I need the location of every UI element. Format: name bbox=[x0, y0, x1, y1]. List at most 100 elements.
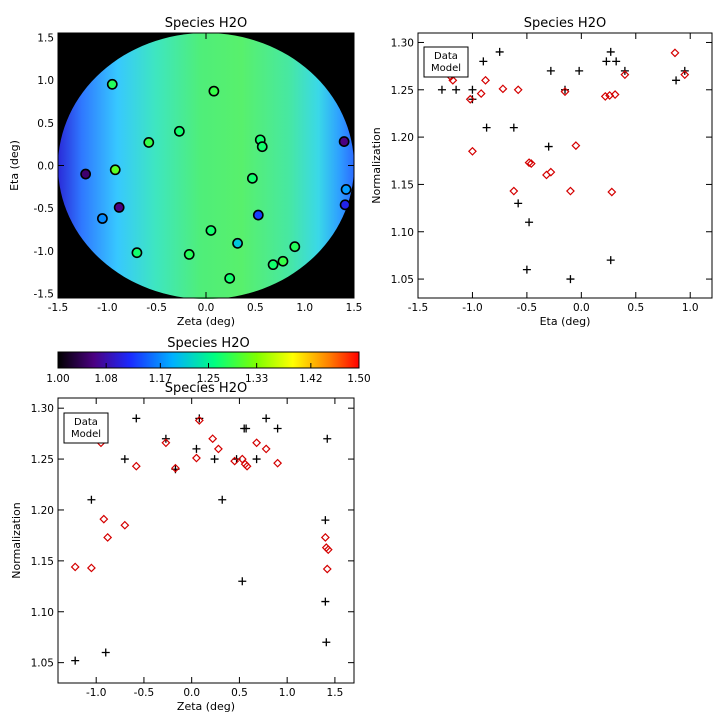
colorbar-tick-label: 1.50 bbox=[347, 373, 370, 385]
model-point bbox=[103, 532, 113, 542]
data-point bbox=[495, 47, 504, 56]
sample-point bbox=[208, 85, 220, 97]
model-point bbox=[467, 146, 477, 156]
data-point bbox=[87, 495, 96, 504]
model-point bbox=[323, 545, 333, 555]
data-point bbox=[437, 85, 446, 94]
x-tick-label: -0.5 bbox=[146, 302, 167, 314]
y-tick-label: 1.05 bbox=[31, 658, 54, 670]
x-tick-label: 0.0 bbox=[183, 687, 200, 699]
model-point bbox=[161, 438, 171, 448]
data-point bbox=[242, 424, 251, 433]
model-point bbox=[192, 453, 201, 463]
model-point bbox=[670, 48, 680, 58]
y-tick-label: -1.0 bbox=[34, 246, 55, 258]
data-point bbox=[544, 142, 553, 151]
model-point bbox=[120, 520, 130, 530]
model-point bbox=[571, 141, 581, 151]
model-point bbox=[448, 75, 458, 85]
y-tick-label: 1.10 bbox=[391, 227, 414, 239]
colorbar-tick-label: 1.25 bbox=[197, 373, 220, 385]
x-tick-label: 1.0 bbox=[279, 687, 296, 699]
y-tick-label: 1.30 bbox=[391, 37, 414, 49]
model-point bbox=[565, 186, 575, 196]
model-point bbox=[242, 461, 252, 471]
x-tick-label: 1.0 bbox=[296, 302, 313, 314]
data-point bbox=[672, 76, 681, 85]
y-tick-label: 1.0 bbox=[37, 75, 54, 87]
data-point bbox=[132, 414, 141, 423]
model-point bbox=[86, 563, 96, 573]
x-tick-label: 1.5 bbox=[346, 302, 363, 314]
sample-point bbox=[109, 164, 121, 176]
data-point bbox=[606, 256, 615, 265]
legend-box bbox=[423, 46, 469, 78]
sample-point bbox=[232, 237, 243, 249]
sample-point bbox=[256, 141, 268, 153]
model-point bbox=[476, 89, 486, 99]
model-point bbox=[261, 444, 271, 454]
legend-model-label: Model bbox=[71, 429, 101, 440]
chart-title: Species H2O bbox=[524, 16, 606, 31]
x-tick-label: -1.5 bbox=[48, 302, 69, 314]
colorbar-tick-label: 1.17 bbox=[149, 373, 172, 385]
data-point bbox=[575, 66, 584, 75]
x-tick-label: 0.5 bbox=[231, 687, 248, 699]
sample-point bbox=[205, 225, 217, 236]
scatter-eta-panel: Species H2O -1.5 -1.0 -0.5 0.0 0.5 1.0 1.05 1.10… bbox=[370, 16, 713, 328]
data-point bbox=[192, 444, 201, 453]
model-point bbox=[524, 158, 534, 168]
colorbar-tick-label: 1.42 bbox=[299, 373, 322, 385]
chart-title: Species H2O bbox=[165, 16, 247, 31]
y-tick-label: 1.20 bbox=[391, 132, 414, 144]
x-tick-label: 0.5 bbox=[627, 302, 644, 314]
data-point bbox=[252, 455, 261, 464]
data-point bbox=[452, 85, 461, 94]
y-axis-label: Eta (deg) bbox=[8, 140, 21, 191]
x-tick-label: -1.0 bbox=[462, 302, 483, 314]
heatmap-panel: Species H2O -1.5 -1.0 -0.5 0.0 0.5 1.0 1.5 -1.5 -… bbox=[8, 16, 362, 328]
y-tick-label: -1.5 bbox=[34, 289, 55, 301]
data-point bbox=[509, 123, 518, 132]
model-point bbox=[498, 84, 508, 94]
data-point bbox=[525, 218, 534, 227]
x-tick-label: 0.5 bbox=[247, 302, 264, 314]
data-point bbox=[468, 95, 477, 104]
heatmap-disk bbox=[58, 33, 354, 299]
data-point bbox=[321, 597, 330, 606]
model-point bbox=[70, 562, 80, 572]
data-point bbox=[262, 414, 271, 423]
data-point bbox=[612, 57, 621, 66]
model-point bbox=[607, 187, 617, 197]
x-tick-label: -1.0 bbox=[97, 302, 118, 314]
model-point bbox=[252, 438, 262, 448]
sample-point bbox=[339, 199, 351, 211]
sample-point bbox=[183, 249, 195, 260]
model-point bbox=[526, 159, 536, 169]
legend-data-label: Data bbox=[434, 51, 458, 62]
model-point bbox=[481, 75, 490, 85]
colorbar-tick-label: 1.08 bbox=[94, 373, 117, 385]
x-tick-label: -0.5 bbox=[134, 687, 155, 699]
x-axis-label: Eta (deg) bbox=[540, 315, 591, 328]
colorbar-tick-label: 1.00 bbox=[46, 373, 69, 385]
model-point bbox=[465, 94, 475, 104]
data-point bbox=[322, 638, 331, 647]
x-tick-label: 0.0 bbox=[198, 302, 215, 314]
legend-box bbox=[63, 412, 109, 444]
sample-point bbox=[106, 78, 118, 90]
sample-point bbox=[252, 209, 264, 221]
scatter-zeta-panel: Species H2O -1.0 -0.5 0.0 0.5 1.0 1.5 1.05 1.10 1… bbox=[10, 381, 355, 713]
sample-point bbox=[131, 247, 143, 259]
sample-point bbox=[143, 137, 155, 148]
data-point bbox=[238, 577, 247, 586]
x-tick-label: -0.5 bbox=[517, 302, 538, 314]
y-tick-label: 1.05 bbox=[391, 274, 414, 286]
sample-point bbox=[224, 272, 236, 284]
x-tick-label: 0.0 bbox=[573, 302, 590, 314]
colorbar-tick-label: 1.33 bbox=[245, 373, 268, 385]
y-tick-label: -0.5 bbox=[34, 203, 55, 215]
model-point bbox=[213, 444, 223, 454]
y-tick-label: 0.0 bbox=[37, 161, 54, 173]
